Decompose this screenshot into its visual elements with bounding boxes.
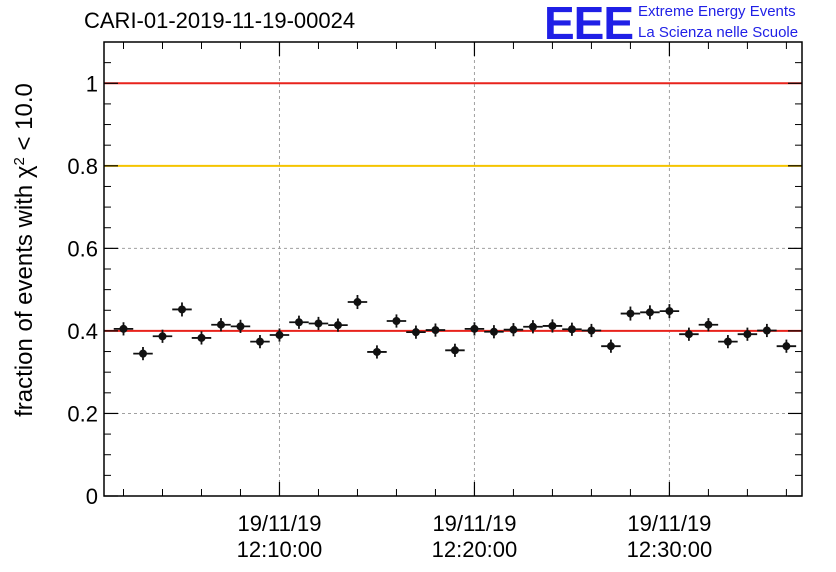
point-marker: [645, 308, 654, 317]
point-marker: [606, 342, 615, 351]
y-axis-ticks: 0 0.2 0.4 0.6 0.8 1: [67, 62, 802, 509]
data-point: [386, 314, 407, 328]
chart-title: CARI-01-2019-11-19-00024: [84, 8, 356, 33]
point-marker: [684, 330, 693, 339]
grid-lines: [104, 42, 802, 496]
eee-logo: EEE Extreme Energy Events La Scienza nel…: [544, 0, 834, 49]
data-point: [347, 295, 368, 310]
point-marker: [509, 325, 518, 334]
data-point: [328, 318, 348, 332]
data-point: [484, 325, 504, 339]
point-marker: [704, 320, 713, 329]
point-marker: [392, 317, 401, 326]
data-point: [757, 323, 777, 338]
data-point: [367, 345, 387, 359]
point-marker: [275, 331, 284, 340]
point-marker: [197, 333, 206, 342]
y-tick-label: 0: [86, 484, 98, 509]
data-point: [250, 335, 270, 349]
point-marker: [353, 298, 362, 307]
x-tick-date-label: 19/11/19: [237, 511, 321, 536]
y-tick-label: 0.6: [67, 236, 98, 261]
data-point: [211, 318, 231, 332]
data-point: [425, 323, 446, 337]
logo-line-2: La Scienza nelle Scuole: [638, 24, 799, 41]
logo-line-1: Extreme Energy Events: [638, 3, 796, 20]
point-marker: [372, 347, 381, 356]
data-point: [191, 331, 212, 345]
x-tick-time-label: 12:30:00: [627, 537, 713, 562]
y-tick-label: 0.2: [67, 401, 98, 426]
point-marker: [587, 326, 596, 335]
x-tick-time-label: 12:20:00: [432, 537, 518, 562]
point-marker: [548, 321, 557, 330]
x-tick-time-label: 12:10:00: [237, 537, 323, 562]
point-marker: [255, 337, 264, 346]
y-tick-label: 0.8: [67, 154, 98, 179]
data-point: [581, 323, 602, 338]
data-point: [659, 304, 680, 319]
point-marker: [665, 307, 674, 316]
x-tick-date-label: 19/11/19: [627, 511, 711, 536]
data-point: [113, 322, 134, 336]
data-point: [133, 347, 153, 361]
point-marker: [411, 328, 420, 337]
plot-frame: [103, 41, 803, 497]
point-marker: [782, 342, 791, 351]
data-point: [620, 306, 641, 321]
point-marker: [450, 346, 459, 355]
point-marker: [314, 319, 323, 328]
point-marker: [762, 326, 771, 335]
data-point: [503, 323, 524, 337]
point-marker: [177, 305, 186, 314]
point-marker: [626, 309, 635, 318]
data-point: [152, 329, 173, 343]
point-marker: [119, 324, 128, 333]
point-marker: [470, 324, 479, 333]
logo-mark: EEE: [544, 0, 634, 49]
data-point: [562, 322, 582, 336]
y-tick-label: 0.4: [67, 319, 98, 344]
point-marker: [236, 322, 245, 331]
x-axis-ticks: 19/11/1912:10:0019/11/1912:20:0019/11/19…: [122, 42, 787, 562]
point-marker: [138, 349, 147, 358]
point-marker: [216, 320, 225, 329]
point-marker: [743, 330, 752, 339]
data-point: [698, 318, 719, 332]
point-marker: [294, 318, 303, 327]
y-axis-label: fraction of events with χ2 < 10.0: [11, 83, 39, 417]
data-point: [289, 315, 309, 329]
data-point: [406, 325, 426, 339]
reference-lines: [104, 82, 802, 332]
point-marker: [723, 337, 732, 346]
data-point: [464, 322, 485, 336]
y-tick-label: 1: [86, 71, 98, 96]
point-marker: [431, 326, 440, 335]
data-point: [601, 339, 621, 353]
data-point: [542, 319, 563, 333]
point-marker: [158, 332, 167, 341]
data-point: [679, 327, 699, 341]
point-marker: [333, 321, 342, 330]
data-point: [269, 328, 290, 342]
data-point: [776, 339, 797, 353]
data-point: [640, 305, 660, 320]
data-point: [445, 343, 465, 357]
x-tick-date-label: 19/11/19: [432, 511, 516, 536]
data-point: [230, 319, 251, 333]
point-marker: [567, 325, 576, 334]
point-marker: [489, 327, 498, 336]
data-points: [113, 295, 797, 361]
data-point: [718, 335, 738, 349]
data-point: [172, 302, 192, 317]
data-point: [308, 316, 329, 331]
data-point: [737, 327, 758, 341]
point-marker: [528, 322, 537, 331]
data-point: [523, 320, 543, 334]
